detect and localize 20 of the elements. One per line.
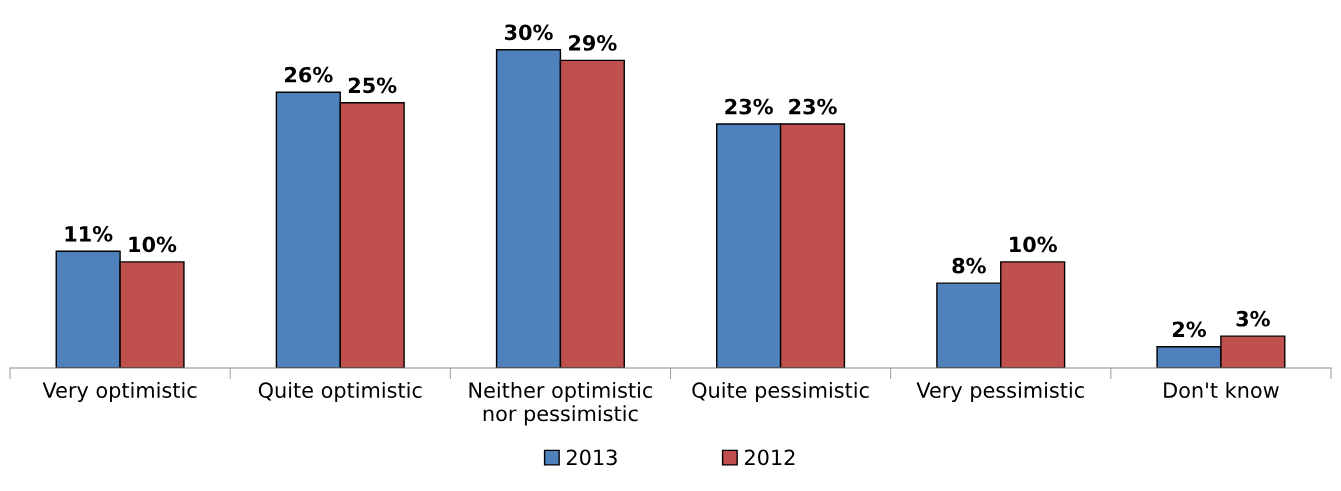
- x-tick-label: Quite optimistic: [258, 381, 422, 403]
- data-label: 10%: [129, 236, 177, 253]
- x-tick-label: Very optimistic: [42, 381, 197, 403]
- x-tick-label: Neither optimistic nor pessimistic: [469, 381, 653, 426]
- data-label: 30%: [504, 24, 553, 41]
- x-tick-label: Very pessimistic: [916, 381, 1084, 403]
- data-label: 25%: [348, 77, 397, 94]
- data-label: 23%: [789, 98, 837, 115]
- data-label: 11%: [65, 225, 113, 242]
- data-label: 2%: [1172, 321, 1207, 338]
- legend-label: 2013: [566, 449, 617, 466]
- data-label: 29%: [569, 35, 617, 51]
- data-label: 10%: [1010, 236, 1057, 253]
- data-label: 3%: [1236, 310, 1270, 327]
- data-label: 23%: [725, 98, 773, 115]
- x-tick-label: Quite pessimistic: [692, 381, 869, 403]
- x-tick-label: Don't know: [1164, 381, 1279, 399]
- data-label: 8%: [952, 257, 986, 274]
- data-label: 26%: [285, 66, 333, 83]
- legend-label: 2012: [744, 449, 795, 466]
